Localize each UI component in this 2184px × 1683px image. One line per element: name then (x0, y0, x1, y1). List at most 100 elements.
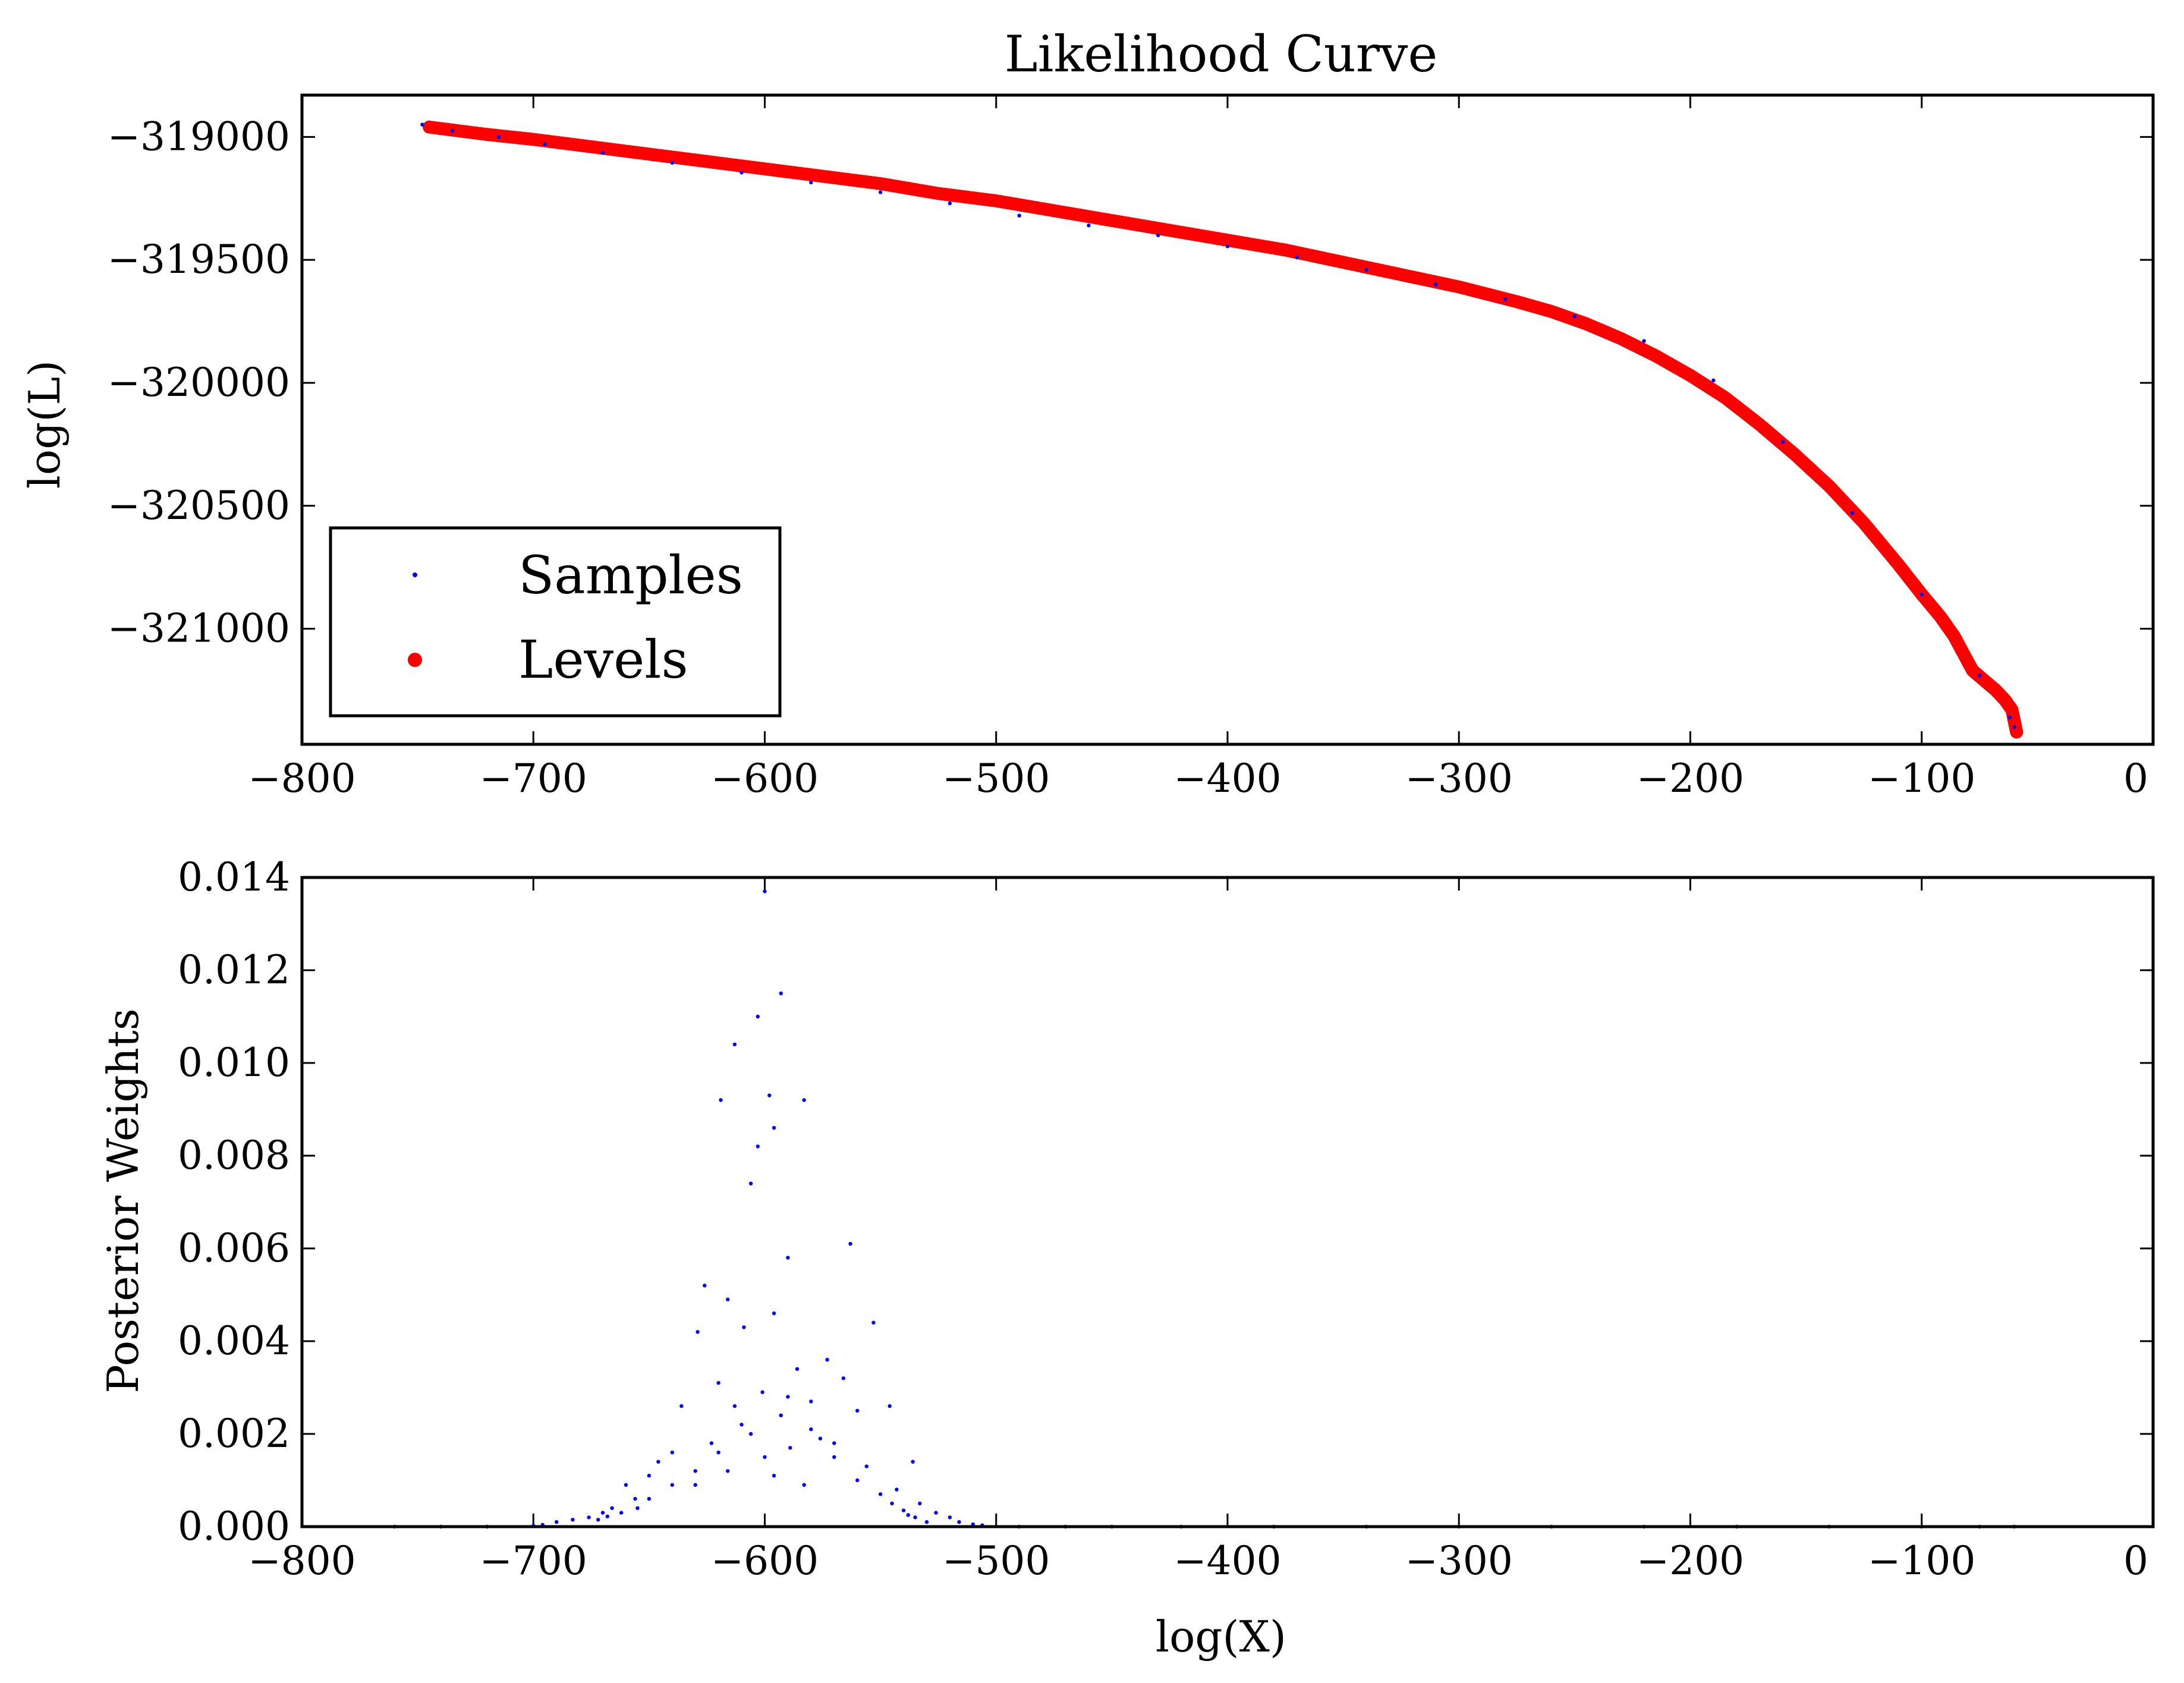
samples-point (1642, 339, 1646, 343)
chart-title: Likelihood Curve (1005, 25, 1437, 83)
samples-point (600, 151, 605, 155)
samples-point (596, 1518, 600, 1522)
samples-point (763, 1455, 767, 1459)
samples-point (763, 889, 767, 894)
samples-point (670, 1483, 675, 1487)
samples-point (848, 1242, 852, 1246)
samples-point (610, 1506, 614, 1510)
samples-point (760, 1390, 764, 1394)
y-axis-label: log(L) (20, 360, 70, 489)
samples-point (635, 1506, 640, 1510)
samples-point (809, 180, 813, 185)
samples-point (901, 1508, 906, 1512)
samples-point (948, 201, 952, 206)
samples-point (600, 1511, 605, 1515)
samples-point (841, 1376, 846, 1380)
samples-point (788, 1446, 792, 1450)
samples-point (913, 1515, 917, 1520)
samples-point (1156, 233, 1160, 237)
samples-point (543, 142, 547, 146)
top-ytick-label: −320000 (108, 360, 290, 405)
samples-point (647, 1474, 652, 1478)
samples-point (1017, 213, 1021, 218)
samples-point (911, 1459, 915, 1464)
samples-point (716, 1451, 720, 1455)
samples-point (624, 1483, 628, 1487)
bottom-ytick-label: 0.004 (178, 1318, 290, 1364)
legend-box (329, 526, 782, 718)
samples-point (679, 1404, 684, 1408)
bottom-ytick-label: 0.002 (178, 1411, 290, 1456)
samples-point (818, 1436, 823, 1440)
samples-point (864, 1464, 868, 1468)
bottom-xtick-label: −700 (480, 1538, 587, 1584)
samples-point (587, 1515, 591, 1520)
top-ytick-label: −321000 (108, 606, 290, 652)
samples-point (696, 1330, 700, 1334)
samples-point (878, 190, 883, 194)
samples-point (1711, 378, 1716, 383)
samples-point (732, 1404, 737, 1408)
top-xtick-label: −400 (1173, 756, 1281, 801)
bottom-xtick-label: −100 (1868, 1538, 1975, 1584)
legend-samples-marker (413, 572, 417, 577)
samples-point (832, 1455, 836, 1459)
samples-point (571, 1518, 575, 1522)
legend-label-samples: Samples (518, 545, 743, 606)
samples-point (726, 1469, 730, 1473)
samples-point (2007, 715, 2012, 719)
bottom-ytick-label: 0.008 (178, 1133, 290, 1178)
samples-point (748, 1181, 753, 1186)
posterior-weights-panel: Posterior Weights log(X) −800 −700 −600 −50… (98, 854, 2155, 1662)
samples-point (2012, 725, 2016, 729)
samples-point (802, 1483, 806, 1487)
samples-point (420, 122, 424, 127)
samples-point (918, 1501, 922, 1506)
bottom-xtick-label: −500 (942, 1538, 1050, 1584)
samples-point (786, 1256, 790, 1260)
samples-point (554, 1520, 559, 1524)
legend-label-levels: Levels (518, 629, 688, 690)
samples-point (633, 1497, 637, 1501)
top-xtick-label: −200 (1637, 756, 1744, 801)
likelihood-curve-panel: Likelihood Curve log(L) −800 −700 −600 −500… (20, 25, 2155, 801)
samples-point (1572, 314, 1577, 319)
top-plot-marks (420, 120, 2023, 739)
samples-point (895, 1487, 899, 1492)
samples-point (795, 1367, 800, 1371)
samples-point (670, 1451, 675, 1455)
samples-point (809, 1399, 813, 1404)
samples-point (1781, 440, 1785, 444)
bottom-xtick-label: 0 (2123, 1538, 2148, 1584)
bottom-xtick-label: −200 (1637, 1538, 1744, 1584)
samples-point (647, 1497, 652, 1501)
bottom-ytick-label: 0.010 (178, 1040, 290, 1086)
top-axis-ticks: −800 −700 −600 −500 −400 −300 −200 −100 0 −319000… (108, 95, 2154, 801)
top-xtick-label: −800 (248, 756, 355, 801)
samples-point (1919, 592, 1924, 596)
samples-point (934, 1511, 938, 1515)
samples-point (1503, 297, 1508, 301)
samples-point (739, 1423, 744, 1427)
samples-point (1295, 255, 1299, 260)
samples-point (878, 1492, 883, 1496)
samples-point (1977, 673, 1982, 678)
samples-point (756, 1144, 760, 1149)
bottom-ytick-label: 0.006 (178, 1225, 290, 1271)
bottom-ytick-label: 0.000 (178, 1503, 290, 1549)
top-ytick-label: −319000 (108, 114, 290, 159)
samples-point (890, 1501, 894, 1506)
samples-point (605, 1514, 610, 1519)
samples-point (670, 161, 675, 165)
samples-point (906, 1513, 911, 1517)
bottom-xtick-label: −800 (248, 1538, 355, 1584)
legend: Samples Levels (329, 526, 782, 718)
samples-point (709, 1441, 714, 1445)
samples-point (739, 171, 744, 175)
samples-point (832, 1441, 836, 1445)
top-xtick-label: −100 (1868, 756, 1975, 801)
top-xtick-label: −500 (942, 756, 1050, 801)
samples-point (756, 1014, 760, 1019)
samples-point (1434, 282, 1438, 287)
samples-point (496, 135, 501, 139)
